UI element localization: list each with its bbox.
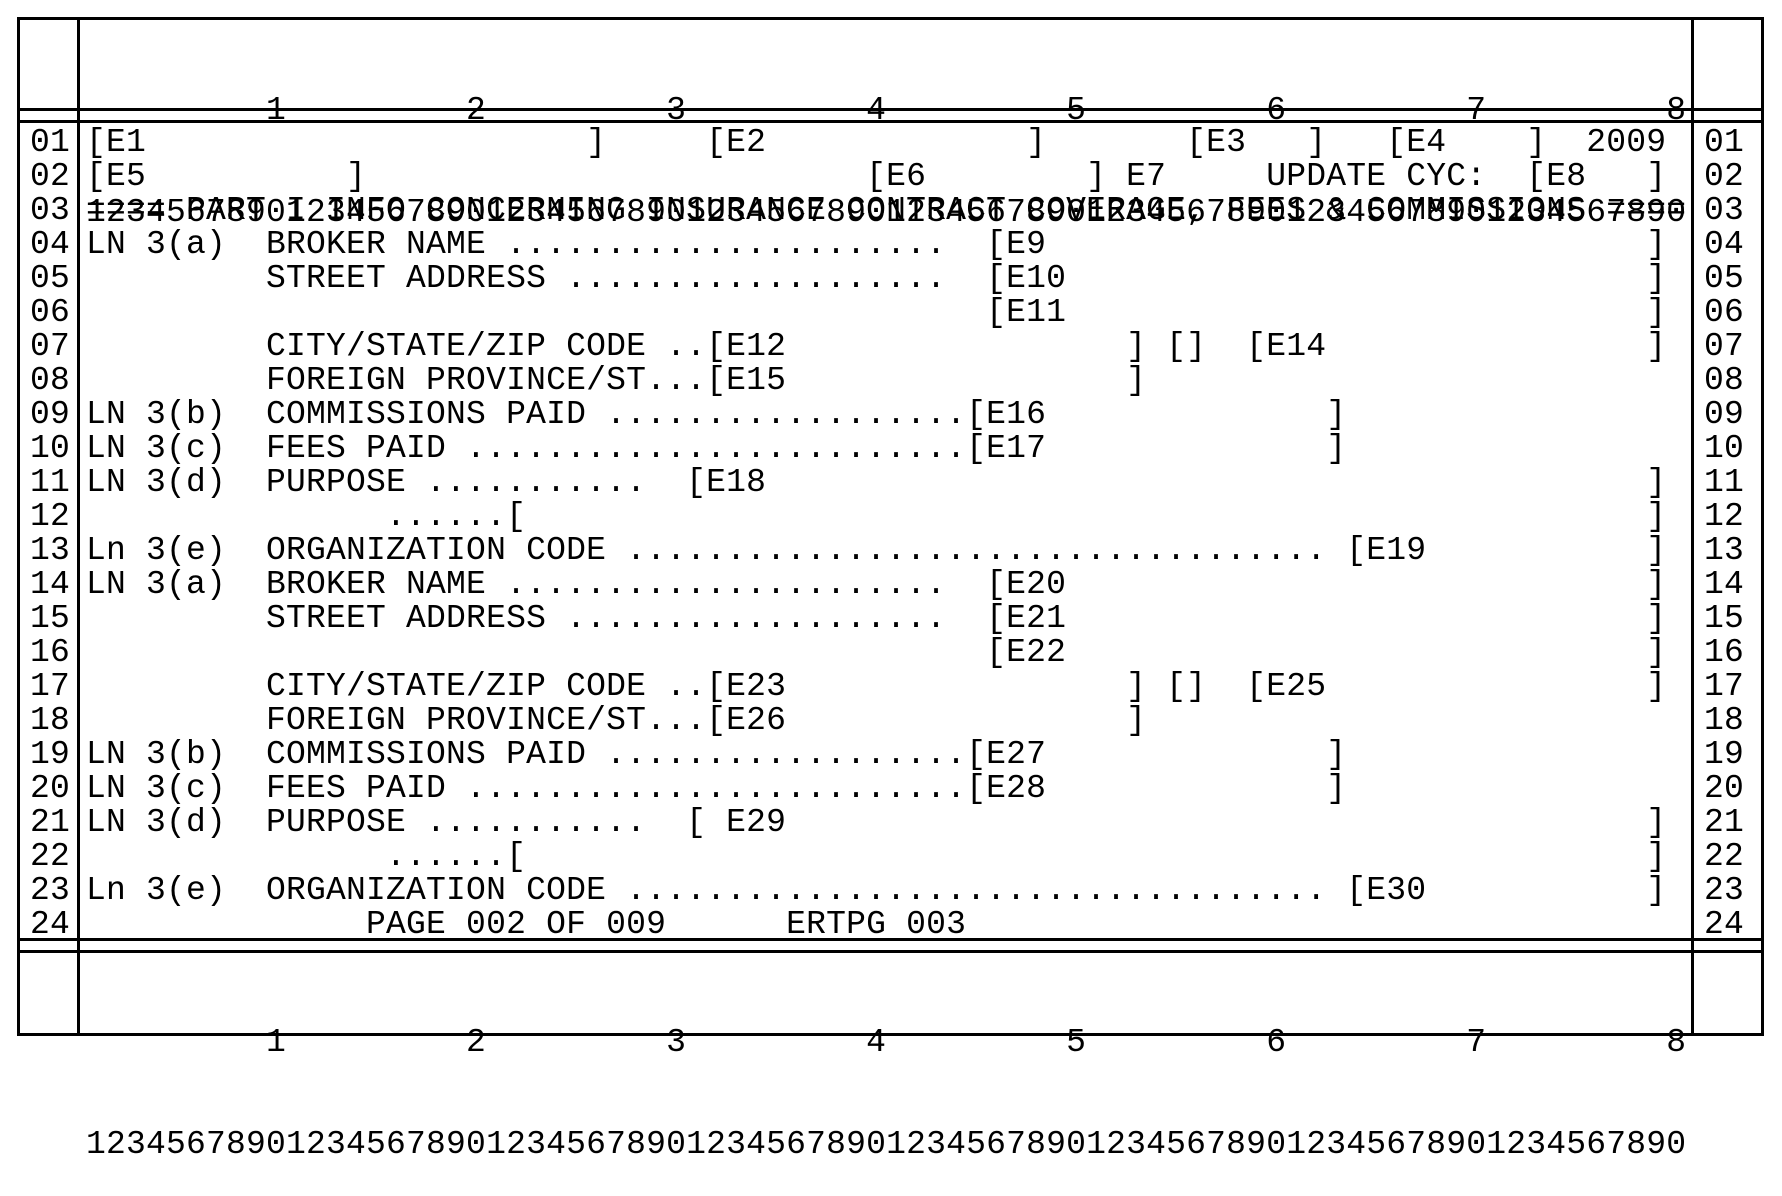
row-number-left: 04 <box>30 226 71 263</box>
row-number-left: 17 <box>30 668 71 705</box>
screen-row: CITY/STATE/ZIP CODE ..[E12 ] [] [E14 ] <box>86 328 1667 365</box>
row-number-left: 19 <box>30 736 71 773</box>
top-ruler-divider-inner <box>17 120 1764 123</box>
screen-row: LN 3(d) PURPOSE ........... [ E29 ] <box>86 804 1667 841</box>
screen-row: STREET ADDRESS ................... [E10 … <box>86 260 1667 297</box>
screen-row: ......[ ] <box>86 498 1667 535</box>
row-number-right: 23 <box>1704 872 1745 909</box>
screen-row: STREET ADDRESS ................... [E21 … <box>86 600 1667 637</box>
row-number-right: 22 <box>1704 838 1745 875</box>
screen-row: LN 3(c) FEES PAID ......................… <box>86 770 1347 807</box>
top-column-ruler: 1 2 3 4 5 6 7 8 123456789012345678901234… <box>86 26 1686 264</box>
screen-row: LN 3(c) FEES PAID ......................… <box>86 430 1347 467</box>
left-row-number-divider <box>77 17 80 1036</box>
row-number-left: 21 <box>30 804 71 841</box>
row-number-right: 10 <box>1704 430 1745 467</box>
row-number-right: 11 <box>1704 464 1745 501</box>
screen-row: [E5 ] [E6 ] E7 UPDATE CYC: [E8 ] <box>86 158 1667 195</box>
row-number-left: 06 <box>30 294 71 331</box>
row-number-right: 21 <box>1704 804 1745 841</box>
row-number-left: 10 <box>30 430 71 467</box>
row-number-right: 08 <box>1704 362 1745 399</box>
row-number-right: 20 <box>1704 770 1745 807</box>
screen-row: LN 3(a) BROKER NAME ....................… <box>86 226 1667 263</box>
row-number-right: 04 <box>1704 226 1745 263</box>
row-number-right: 03 <box>1704 192 1745 229</box>
row-number-right: 06 <box>1704 294 1745 331</box>
row-number-left: 20 <box>30 770 71 807</box>
screen-row: [E11 ] <box>86 294 1667 331</box>
row-number-left: 09 <box>30 396 71 433</box>
row-number-left: 07 <box>30 328 71 365</box>
row-number-left: 22 <box>30 838 71 875</box>
row-number-right: 16 <box>1704 634 1745 671</box>
row-number-left: 11 <box>30 464 71 501</box>
row-number-right: 24 <box>1704 906 1745 943</box>
top-ruler-digits: 1234567890123456789012345678901234567890… <box>86 194 1687 231</box>
screen-row: Ln 3(e) ORGANIZATION CODE ..............… <box>86 872 1667 909</box>
top-ruler-tens: 1 2 3 4 5 6 7 8 <box>86 92 1687 129</box>
row-number-left: 02 <box>30 158 71 195</box>
row-number-right: 05 <box>1704 260 1745 297</box>
screen-row: PAGE 002 OF 009 ERTPG 003 <box>86 906 967 943</box>
bottom-ruler-tens: 1 2 3 4 5 6 7 8 <box>86 1024 1687 1061</box>
screen-row: LN 3(d) PURPOSE ........... [E18 ] <box>86 464 1667 501</box>
bottom-column-ruler: 1 2 3 4 5 6 7 8 123456789012345678901234… <box>86 958 1686 1196</box>
right-row-number-divider <box>1691 17 1694 1036</box>
bottom-ruler-divider-outer <box>17 950 1764 953</box>
row-number-left: 18 <box>30 702 71 739</box>
row-number-right: 18 <box>1704 702 1745 739</box>
terminal-screen-rows: [E1 ] [E2 ] [E3 ] [E4 ] 2009 [E5 ] [E6 ] … <box>86 126 1686 942</box>
screen-row: [E22 ] <box>86 634 1667 671</box>
row-number-right: 12 <box>1704 498 1745 535</box>
screen-row: FOREIGN PROVINCE/ST...[E26 ] <box>86 702 1147 739</box>
screen-row: CITY/STATE/ZIP CODE ..[E23 ] [] [E25 ] <box>86 668 1667 705</box>
row-number-left: 03 <box>30 192 71 229</box>
row-number-right: 15 <box>1704 600 1745 637</box>
row-number-right: 09 <box>1704 396 1745 433</box>
row-number-left: 23 <box>30 872 71 909</box>
outer-border <box>17 17 1764 1036</box>
row-number-left: 15 <box>30 600 71 637</box>
screen-row: [E1 ] [E2 ] [E3 ] [E4 ] 2009 <box>86 124 1667 161</box>
bottom-ruler-digits: 1234567890123456789012345678901234567890… <box>86 1126 1687 1163</box>
row-number-right: 19 <box>1704 736 1745 773</box>
screen-row: Ln 3(e) ORGANIZATION CODE ..............… <box>86 532 1667 569</box>
row-number-left: 08 <box>30 362 71 399</box>
row-number-left: 16 <box>30 634 71 671</box>
row-number-left: 12 <box>30 498 71 535</box>
screen-row: LN 3(b) COMMISSIONS PAID ...............… <box>86 736 1347 773</box>
screen-row: FOREIGN PROVINCE/ST...[E15 ] <box>86 362 1147 399</box>
row-number-left: 13 <box>30 532 71 569</box>
row-number-right: 01 <box>1704 124 1745 161</box>
row-number-left: 01 <box>30 124 71 161</box>
row-number-left: 05 <box>30 260 71 297</box>
right-row-numbers: 01 02 03 04 05 06 07 08 09 10 11 12 13 14 15 16 17 18 19 20… <box>1704 126 1748 942</box>
left-row-numbers: 01 02 03 04 05 06 07 08 09 10 11 12 13 14 15 16 17 18 19 20… <box>30 126 74 942</box>
row-number-right: 14 <box>1704 566 1745 603</box>
row-number-left: 24 <box>30 906 71 943</box>
screen-row: ==== PART I INFO CONCERNING INSURANCE CO… <box>86 192 1687 229</box>
top-ruler-divider-outer <box>17 108 1764 111</box>
bottom-ruler-divider-inner <box>17 938 1764 941</box>
row-number-right: 13 <box>1704 532 1745 569</box>
screen-row: LN 3(b) COMMISSIONS PAID ...............… <box>86 396 1347 433</box>
row-number-left: 14 <box>30 566 71 603</box>
row-number-right: 17 <box>1704 668 1745 705</box>
screen-row: ......[ ] <box>86 838 1667 875</box>
row-number-right: 02 <box>1704 158 1745 195</box>
row-number-right: 07 <box>1704 328 1745 365</box>
screen-row: LN 3(a) BROKER NAME ....................… <box>86 566 1667 603</box>
